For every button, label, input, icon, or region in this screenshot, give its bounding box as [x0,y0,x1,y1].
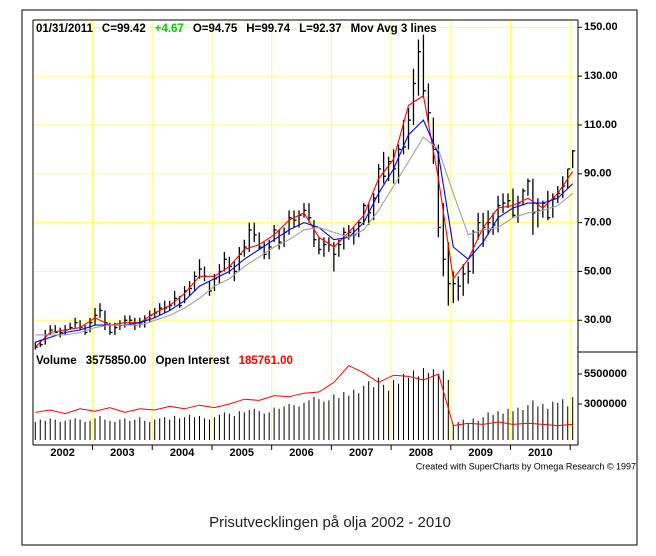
high: H=99.74 [246,23,290,35]
x-tick-label: 2007 [349,447,373,459]
outer-frame [21,9,638,546]
moving-average [35,136,574,336]
volume-tick-label: 5500000 [584,368,627,380]
y-tick-label: 30.00 [584,314,612,326]
volume-tick-label: 3000000 [584,398,627,410]
caption: Prisutvecklingen på olja 2002 - 2010 [209,514,451,531]
x-tick-label: 2005 [230,447,254,459]
open-interest-line [35,364,573,427]
volume-label: Volume [36,355,77,367]
y-tick-label: 50.00 [584,265,612,277]
y-tick-label: 110.00 [584,119,617,131]
volume-value: 3575850.00 [86,355,147,367]
y-tick-label: 90.00 [584,168,612,180]
x-tick-label: 2002 [50,447,74,459]
volume-header: Volume 3575850.00 Open Interest 185761.00 [36,355,293,367]
study: Mov Avg 3 lines [351,23,437,35]
moving-average [34,94,574,348]
x-tick-label: 2004 [170,447,195,459]
x-tick-label: 2010 [528,447,552,459]
open: O=94.75 [193,23,238,35]
change: +4.67 [155,23,184,35]
x-tick-label: 2009 [468,447,492,459]
x-tick-label: 2003 [110,447,134,459]
oi-value: 185761.00 [239,355,293,367]
credit: Created with SuperCharts by Omega Resear… [416,461,636,471]
y-tick-label: 130.00 [584,70,618,82]
y-tick-label: 150.00 [584,21,618,33]
low: L=92.37 [299,23,342,35]
x-tick-label: 2008 [409,447,433,459]
marks [34,34,576,440]
oi-label: Open Interest [155,355,229,367]
price-header: 01/31/2011 C=99.42 +4.67 O=94.75 H=99.74 L=92… [36,23,437,35]
date: 01/31/2011 [36,23,94,35]
close: C=99.42 [102,23,146,35]
x-tick-label: 2006 [289,447,313,459]
y-tick-label: 70.00 [584,217,612,229]
